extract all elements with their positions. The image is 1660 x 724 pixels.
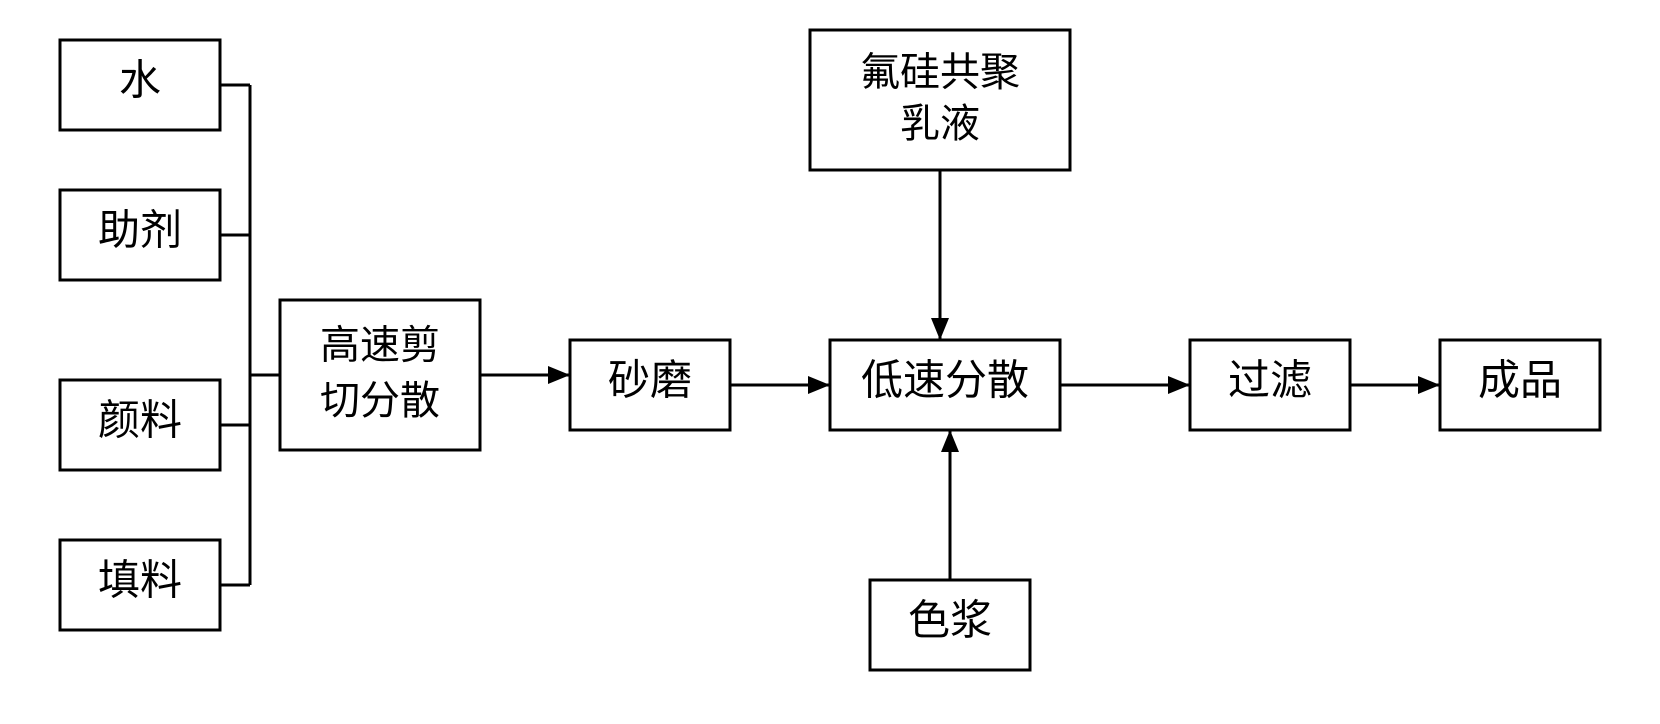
node-shear: 高速剪切分散: [280, 300, 480, 450]
node-filter-label: 过滤: [1228, 359, 1312, 405]
node-product: 成品: [1440, 340, 1600, 430]
node-lowspeed: 低速分散: [830, 340, 1060, 430]
node-filter: 过滤: [1190, 340, 1350, 430]
node-additive: 助剂: [60, 190, 220, 280]
node-paste: 色浆: [870, 580, 1030, 670]
node-shear-label1: 高速剪: [320, 323, 440, 368]
node-emulsion-label2: 乳液: [900, 101, 980, 146]
node-water-label: 水: [119, 59, 161, 105]
node-pigment-label: 颜料: [98, 399, 182, 445]
node-sand: 砂磨: [570, 340, 730, 430]
node-sand-label: 砂磨: [608, 359, 692, 405]
node-filler-label: 填料: [98, 559, 182, 605]
node-paste-label: 色浆: [908, 599, 992, 645]
node-shear-label2: 切分散: [320, 378, 440, 423]
node-lowspeed-label: 低速分散: [861, 359, 1029, 405]
node-water: 水: [60, 40, 220, 130]
node-filler: 填料: [60, 540, 220, 630]
node-additive-label: 助剂: [98, 209, 182, 255]
node-product-label: 成品: [1478, 359, 1562, 405]
node-emulsion: 氟硅共聚乳液: [810, 30, 1070, 170]
node-pigment: 颜料: [60, 380, 220, 470]
node-emulsion-label1: 氟硅共聚: [860, 49, 1020, 94]
